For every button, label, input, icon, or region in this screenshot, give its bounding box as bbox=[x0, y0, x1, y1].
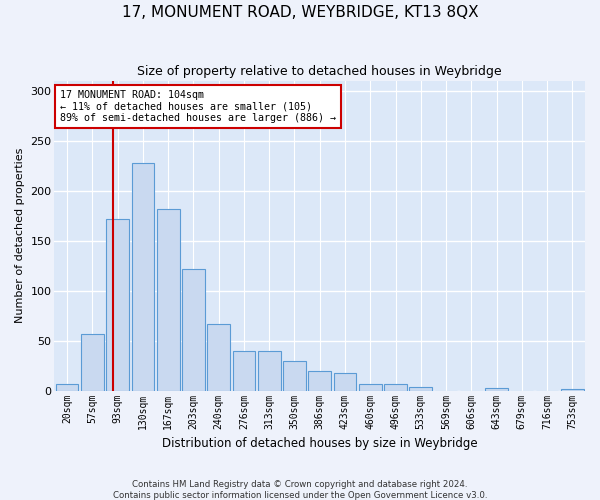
Bar bbox=[208, 324, 230, 390]
Text: Contains HM Land Registry data © Crown copyright and database right 2024.
Contai: Contains HM Land Registry data © Crown c… bbox=[113, 480, 487, 500]
Bar bbox=[56, 384, 79, 390]
Title: Size of property relative to detached houses in Weybridge: Size of property relative to detached ho… bbox=[137, 65, 502, 78]
Bar bbox=[485, 388, 508, 390]
Text: 17, MONUMENT ROAD, WEYBRIDGE, KT13 8QX: 17, MONUMENT ROAD, WEYBRIDGE, KT13 8QX bbox=[122, 5, 478, 20]
Bar bbox=[334, 372, 356, 390]
Bar bbox=[283, 360, 306, 390]
Text: 17 MONUMENT ROAD: 104sqm
← 11% of detached houses are smaller (105)
89% of semi-: 17 MONUMENT ROAD: 104sqm ← 11% of detach… bbox=[60, 90, 336, 123]
Bar bbox=[131, 162, 154, 390]
Bar bbox=[359, 384, 382, 390]
Bar bbox=[106, 218, 129, 390]
Bar bbox=[258, 350, 281, 391]
Bar bbox=[409, 386, 432, 390]
Bar bbox=[308, 370, 331, 390]
Bar bbox=[182, 268, 205, 390]
Y-axis label: Number of detached properties: Number of detached properties bbox=[15, 148, 25, 324]
X-axis label: Distribution of detached houses by size in Weybridge: Distribution of detached houses by size … bbox=[162, 437, 478, 450]
Bar bbox=[233, 350, 256, 391]
Bar bbox=[384, 384, 407, 390]
Bar bbox=[561, 388, 584, 390]
Bar bbox=[157, 208, 179, 390]
Bar bbox=[81, 334, 104, 390]
